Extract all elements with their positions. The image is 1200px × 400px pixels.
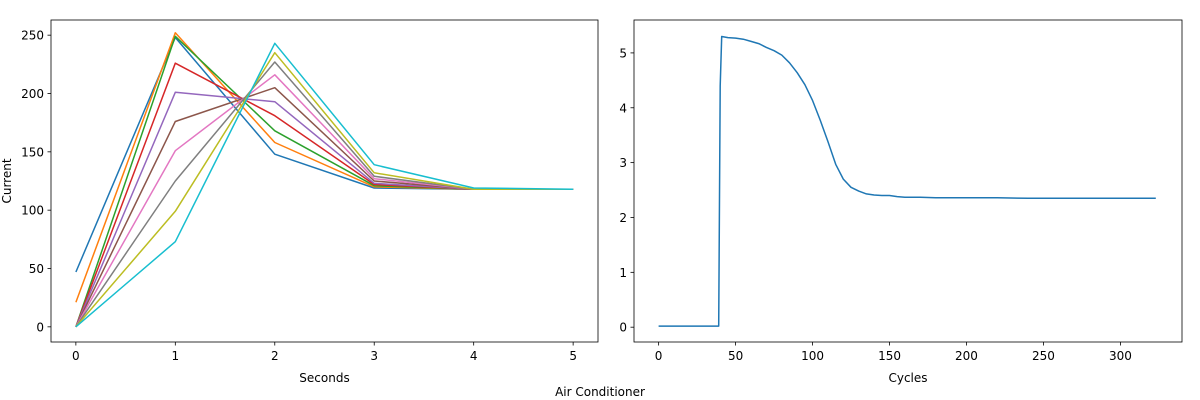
y-tick-label: 250 (21, 29, 44, 43)
y-tick-label: 2 (619, 211, 627, 225)
x-tick-label: 5 (569, 349, 577, 363)
y-tick-label: 5 (619, 46, 627, 60)
plot-frame (633, 19, 1183, 343)
plot-frame (50, 19, 599, 343)
x-tick-label: 4 (470, 349, 478, 363)
x-tick-label: 200 (955, 349, 978, 363)
y-tick-label: 4 (619, 101, 627, 115)
y-tick-label: 0 (619, 321, 627, 335)
y-tick-label: 1 (619, 266, 627, 280)
x-tick-label: 0 (655, 349, 663, 363)
x-tick-label: 0 (72, 349, 80, 363)
series-line-10 (75, 42, 574, 328)
x-axis-label: Cycles (888, 371, 927, 385)
x-tick-label: 2 (271, 349, 279, 363)
x-tick-label: 150 (878, 349, 901, 363)
x-tick-label: 3 (370, 349, 378, 363)
y-tick-label: 0 (36, 320, 44, 334)
x-tick-label: 100 (801, 349, 824, 363)
x-tick-label: 300 (1109, 349, 1132, 363)
x-tick-label: 1 (171, 349, 179, 363)
x-tick-label: 50 (728, 349, 743, 363)
y-axis-label: Current (0, 158, 14, 203)
x-axis-label: Seconds (299, 371, 349, 385)
y-tick-label: 3 (619, 156, 627, 170)
series-group (658, 35, 1156, 327)
y-tick-label: 150 (21, 145, 44, 159)
series-line-1 (658, 35, 1156, 327)
y-tick-label: 50 (29, 262, 44, 276)
series-line-9 (75, 51, 574, 328)
series-group (75, 32, 574, 328)
right-chart: 0 50 100 150 200 250 300 0 1 2 3 4 5 Cycles (619, 19, 1183, 385)
y-tick-label: 200 (21, 87, 44, 101)
x-tick-label: 250 (1032, 349, 1055, 363)
y-tick-label: 100 (21, 204, 44, 218)
figure-caption: Air Conditioner (555, 385, 645, 399)
